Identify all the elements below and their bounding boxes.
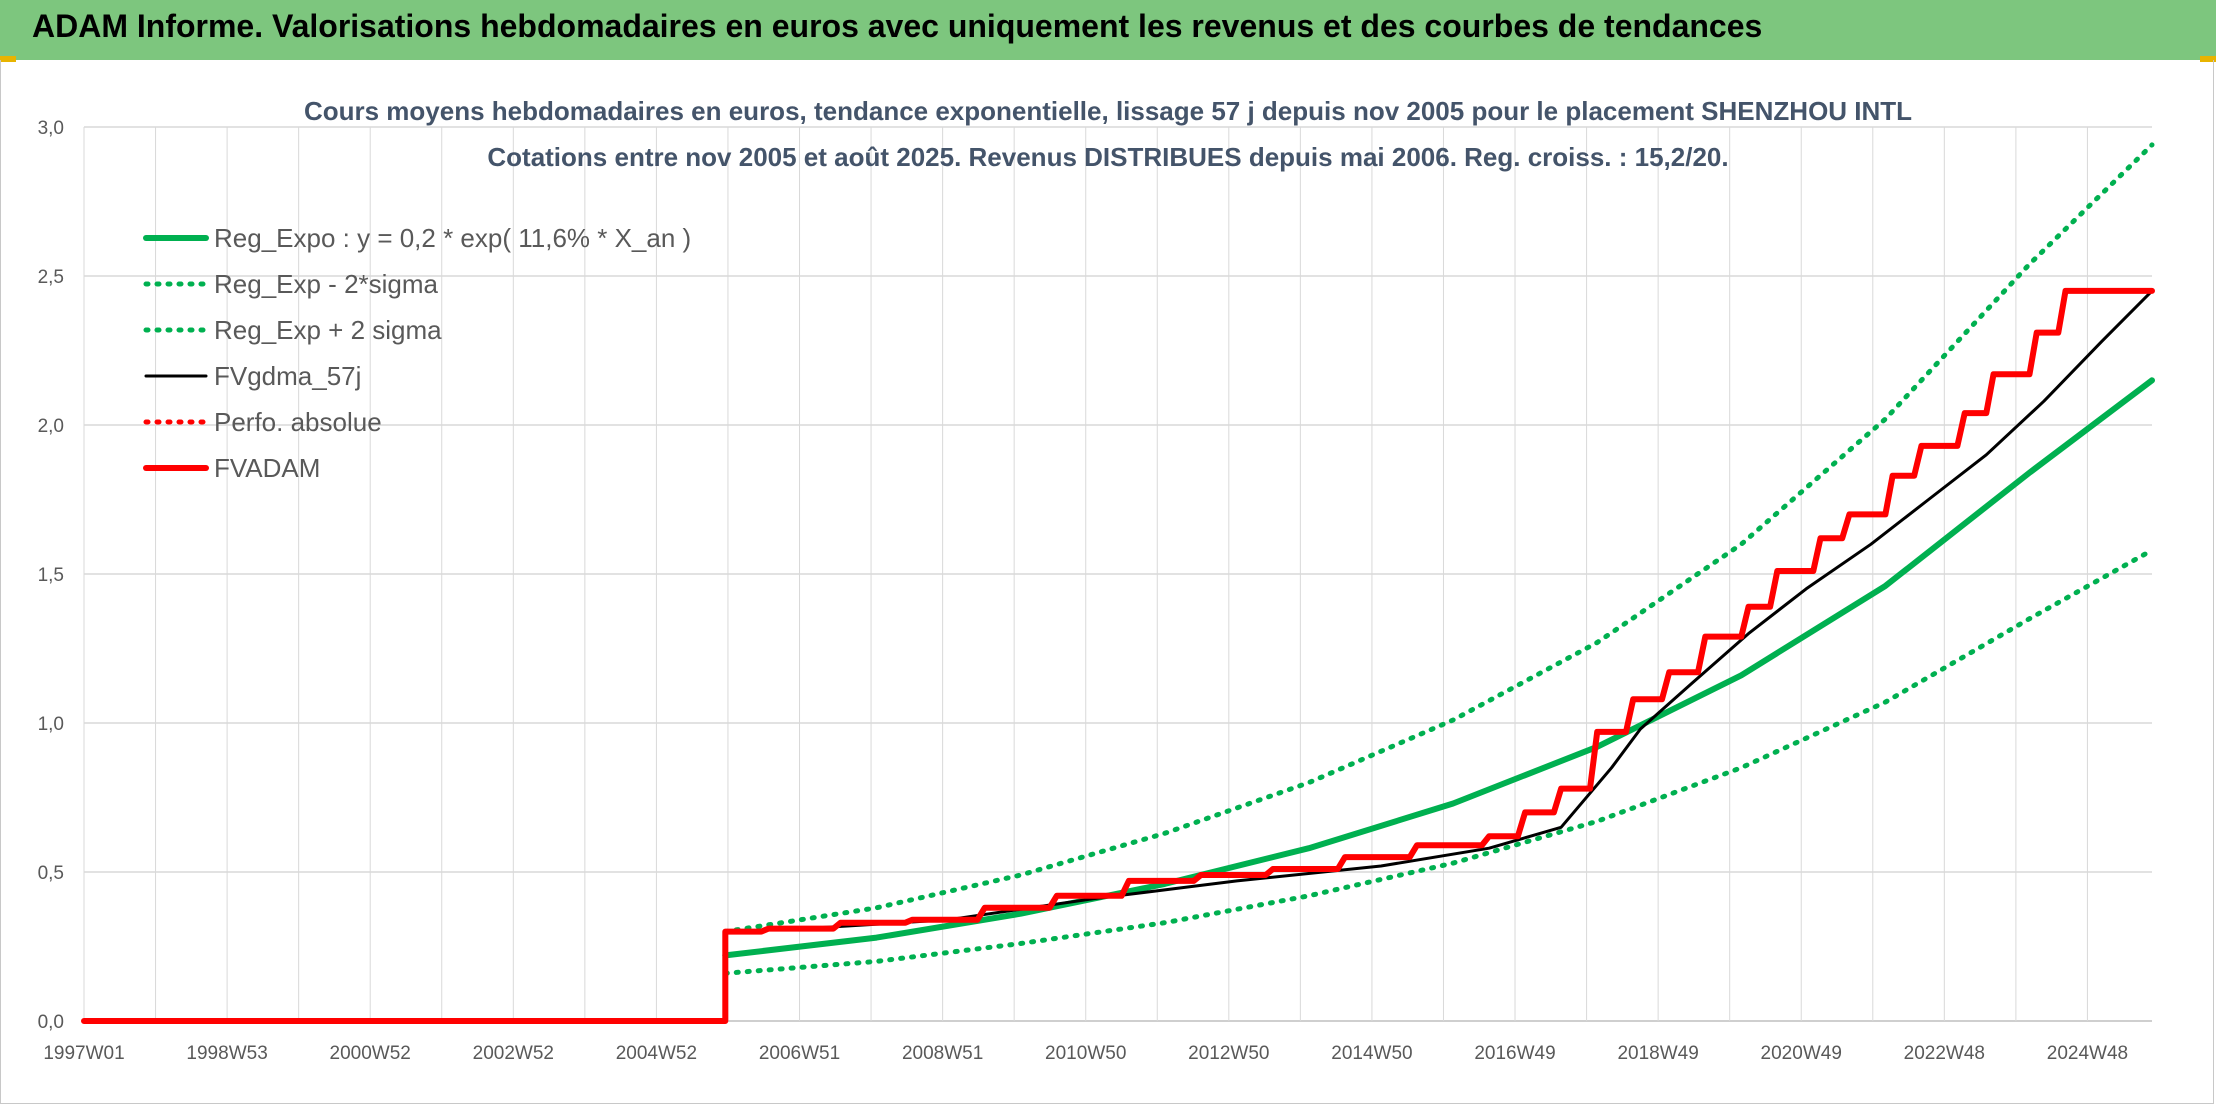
x-tick-label: 2018W49	[1617, 1043, 1698, 1064]
series-line-reg_exp	[722, 547, 2155, 976]
legend-label: Reg_Exp - 2*sigma	[214, 269, 439, 299]
y-tick-label: 3,0	[38, 118, 64, 139]
x-tick-label: 2012W50	[1188, 1043, 1269, 1064]
x-tick-label: 2006W51	[759, 1043, 840, 1064]
x-tick-label: 2022W48	[1904, 1043, 1985, 1064]
x-tick-label: 1998W53	[186, 1043, 267, 1064]
banner-corner-left	[0, 56, 16, 62]
series-line-reg_exp	[722, 142, 2155, 935]
series	[81, 142, 2155, 1024]
legend-label: Reg_Exp + 2 sigma	[214, 315, 442, 345]
legend: Reg_Expo : y = 0,2 * exp( 11,6% * X_an )…	[143, 223, 691, 483]
x-tick-label: 2008W51	[902, 1043, 983, 1064]
series-line-reg_expo	[722, 377, 2155, 959]
series-line-fvgdma_57j	[82, 289, 2154, 1023]
x-tick-label: 2016W49	[1474, 1043, 1555, 1064]
y-tick-label: 0,0	[38, 1012, 64, 1033]
x-tick-label: 2014W50	[1331, 1043, 1412, 1064]
x-tick-label: 2000W52	[330, 1043, 411, 1064]
x-tick-label: 1997W01	[43, 1043, 124, 1064]
legend-label: Perfo. absolue	[214, 407, 382, 437]
chart-subtitle: Cotations entre nov 2005 et août 2025. R…	[487, 142, 1728, 172]
x-tick-label: 2002W52	[473, 1043, 554, 1064]
legend-label: FVADAM	[214, 453, 320, 483]
report-banner: ADAM Informe. Valorisations hebdomadaire…	[0, 0, 2216, 60]
y-tick-label: 1,0	[38, 714, 64, 735]
banner-corner-right	[2200, 56, 2216, 62]
grid	[83, 126, 2152, 1022]
y-tick-label: 1,5	[38, 565, 64, 586]
x-tick-label: 2020W49	[1761, 1043, 1842, 1064]
legend-label: FVgdma_57j	[214, 361, 361, 391]
chart-frame	[0, 60, 2214, 1104]
x-tick-label: 2004W52	[616, 1043, 697, 1064]
x-tick-label: 2024W48	[2047, 1043, 2128, 1064]
y-tick-label: 2,0	[38, 416, 64, 437]
y-tick-label: 0,5	[38, 863, 64, 884]
x-tick-label: 2010W50	[1045, 1043, 1126, 1064]
axes: 0,0 0,5 1,0 1,5 2,0 2,5 3,0 1997W01 1998W53 2000W…	[38, 118, 2129, 1064]
series-line-fvadam	[81, 287, 2155, 1024]
chart-title: Cours moyens hebdomadaires en euros, ten…	[304, 96, 1912, 126]
report-title: ADAM Informe. Valorisations hebdomadaire…	[32, 8, 1763, 44]
legend-label: Reg_Expo : y = 0,2 * exp( 11,6% * X_an )	[214, 223, 691, 253]
y-tick-label: 2,5	[38, 267, 64, 288]
